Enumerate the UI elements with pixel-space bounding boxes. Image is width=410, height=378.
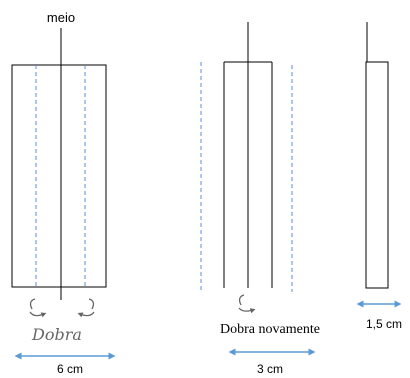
stage-1-strip: meio Dobra 6 cm bbox=[11, 10, 116, 376]
width-label-6cm: 6 cm bbox=[57, 362, 83, 376]
meio-label: meio bbox=[47, 10, 75, 25]
strip-rectangle-3 bbox=[365, 61, 389, 289]
dobra-label: Dobra bbox=[31, 325, 82, 344]
strip-rectangle bbox=[11, 64, 107, 288]
fold-again-curl-arrow bbox=[238, 294, 253, 311]
fold-left-curl-arrow bbox=[29, 298, 44, 316]
width-label-1-5cm: 1,5 cm bbox=[366, 317, 402, 331]
stage-3-strip: 1,5 cm bbox=[356, 22, 402, 331]
fold-right-curl-arrow bbox=[80, 298, 95, 316]
stage-2-strip: Dobra novamente 3 cm bbox=[200, 22, 320, 376]
dobra-novamente-label: Dobra novamente bbox=[220, 322, 320, 337]
width-label-3cm: 3 cm bbox=[257, 362, 283, 376]
